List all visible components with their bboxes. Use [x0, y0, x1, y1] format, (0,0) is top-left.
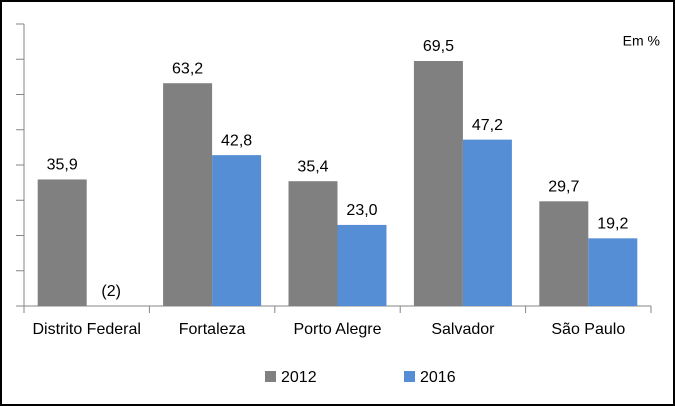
bar [462, 139, 512, 306]
value-label: 42,8 [221, 132, 252, 149]
x-tick-label: Salvador [431, 321, 495, 338]
bar [337, 224, 387, 306]
value-label: 29,7 [548, 179, 579, 196]
value-label: (2) [101, 283, 121, 300]
value-label: 19,2 [597, 216, 628, 233]
legend-label: 2016 [420, 369, 456, 386]
x-tick-label: Fortaleza [179, 321, 246, 338]
bar [539, 201, 589, 306]
value-label: 35,9 [47, 157, 78, 174]
bar [212, 155, 262, 306]
value-label: 47,2 [472, 117, 503, 134]
legend-label: 2012 [281, 369, 317, 386]
bar [37, 179, 87, 306]
x-tick-label: Distrito Federal [32, 321, 140, 338]
value-label: 69,5 [423, 38, 454, 55]
x-tick-label: São Paulo [551, 321, 625, 338]
bar [163, 83, 213, 306]
value-label: 35,4 [297, 158, 328, 175]
legend-swatch [265, 371, 276, 382]
value-label: 23,0 [346, 202, 377, 219]
unit-annotation: Em % [623, 33, 660, 49]
value-label: 63,2 [172, 60, 203, 77]
bar [288, 181, 338, 306]
bar [588, 238, 638, 306]
legend-swatch [404, 371, 415, 382]
x-tick-label: Porto Alegre [293, 321, 381, 338]
bar [413, 61, 463, 307]
